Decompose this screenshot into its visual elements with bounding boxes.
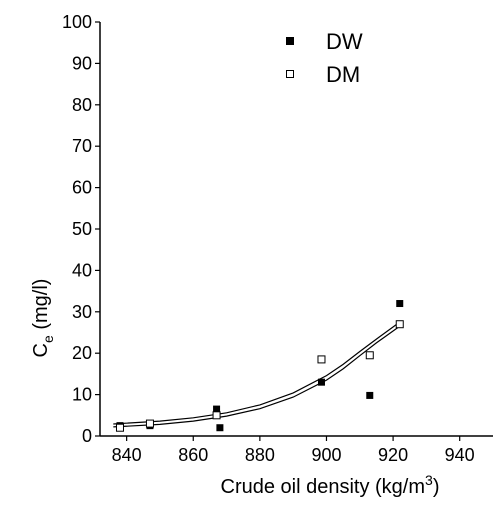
y-tick-label: 0 <box>82 426 92 446</box>
point-dm <box>365 351 374 360</box>
y-tick-label: 50 <box>72 219 92 239</box>
x-tick-label: 880 <box>245 445 275 465</box>
x-axis-title-close: ) <box>433 476 440 498</box>
x-tick-label: 900 <box>311 445 341 465</box>
y-tick-label: 10 <box>72 385 92 405</box>
ticks: 0 10 20 30 40 50 60 70 80 90 100 840 860 880 900 920 940 <box>62 12 475 465</box>
point-dw <box>366 391 374 399</box>
fit-curves <box>113 321 401 428</box>
legend-marker-dw <box>286 37 294 45</box>
axes <box>99 22 493 437</box>
data-points <box>115 300 404 432</box>
legend: DW DM <box>286 29 363 87</box>
point-dm <box>395 320 404 329</box>
y-axis-title-main: C <box>30 343 52 357</box>
point-dm <box>212 411 221 420</box>
y-tick-label: 20 <box>72 343 92 363</box>
y-tick-label: 70 <box>72 136 92 156</box>
point-dm <box>145 419 154 428</box>
y-tick-label: 100 <box>62 12 92 32</box>
legend-label-dw: DW <box>326 29 363 54</box>
x-tick-label: 860 <box>178 445 208 465</box>
point-dw <box>213 405 221 413</box>
x-axis-title-main: Crude oil density (kg/m <box>221 476 426 498</box>
y-tick-label: 80 <box>72 95 92 115</box>
y-axis-title-sub: e <box>40 335 56 343</box>
x-axis-title: Crude oil density (kg/m3) <box>221 472 440 498</box>
y-tick-label: 60 <box>72 178 92 198</box>
point-dm <box>115 423 124 432</box>
y-axis-title-rest: (mg/l) <box>30 279 52 336</box>
x-tick-label: 920 <box>378 445 408 465</box>
fit-curve-dw <box>113 325 401 428</box>
x-tick-label: 840 <box>112 445 142 465</box>
x-axis-title-sup: 3 <box>425 472 433 488</box>
y-tick-label: 30 <box>72 302 92 322</box>
legend-label-dm: DM <box>326 62 360 87</box>
x-tick-label: 940 <box>445 445 475 465</box>
point-dw <box>216 424 224 432</box>
point-dm <box>317 355 326 364</box>
point-dw <box>396 300 404 308</box>
y-tick-label: 40 <box>72 260 92 280</box>
y-tick-label: 90 <box>72 53 92 73</box>
fit-curve-dm <box>113 321 401 425</box>
y-axis-title: Ce (mg/l) <box>30 279 56 358</box>
point-dw <box>317 378 325 386</box>
legend-marker-dm <box>286 70 294 78</box>
